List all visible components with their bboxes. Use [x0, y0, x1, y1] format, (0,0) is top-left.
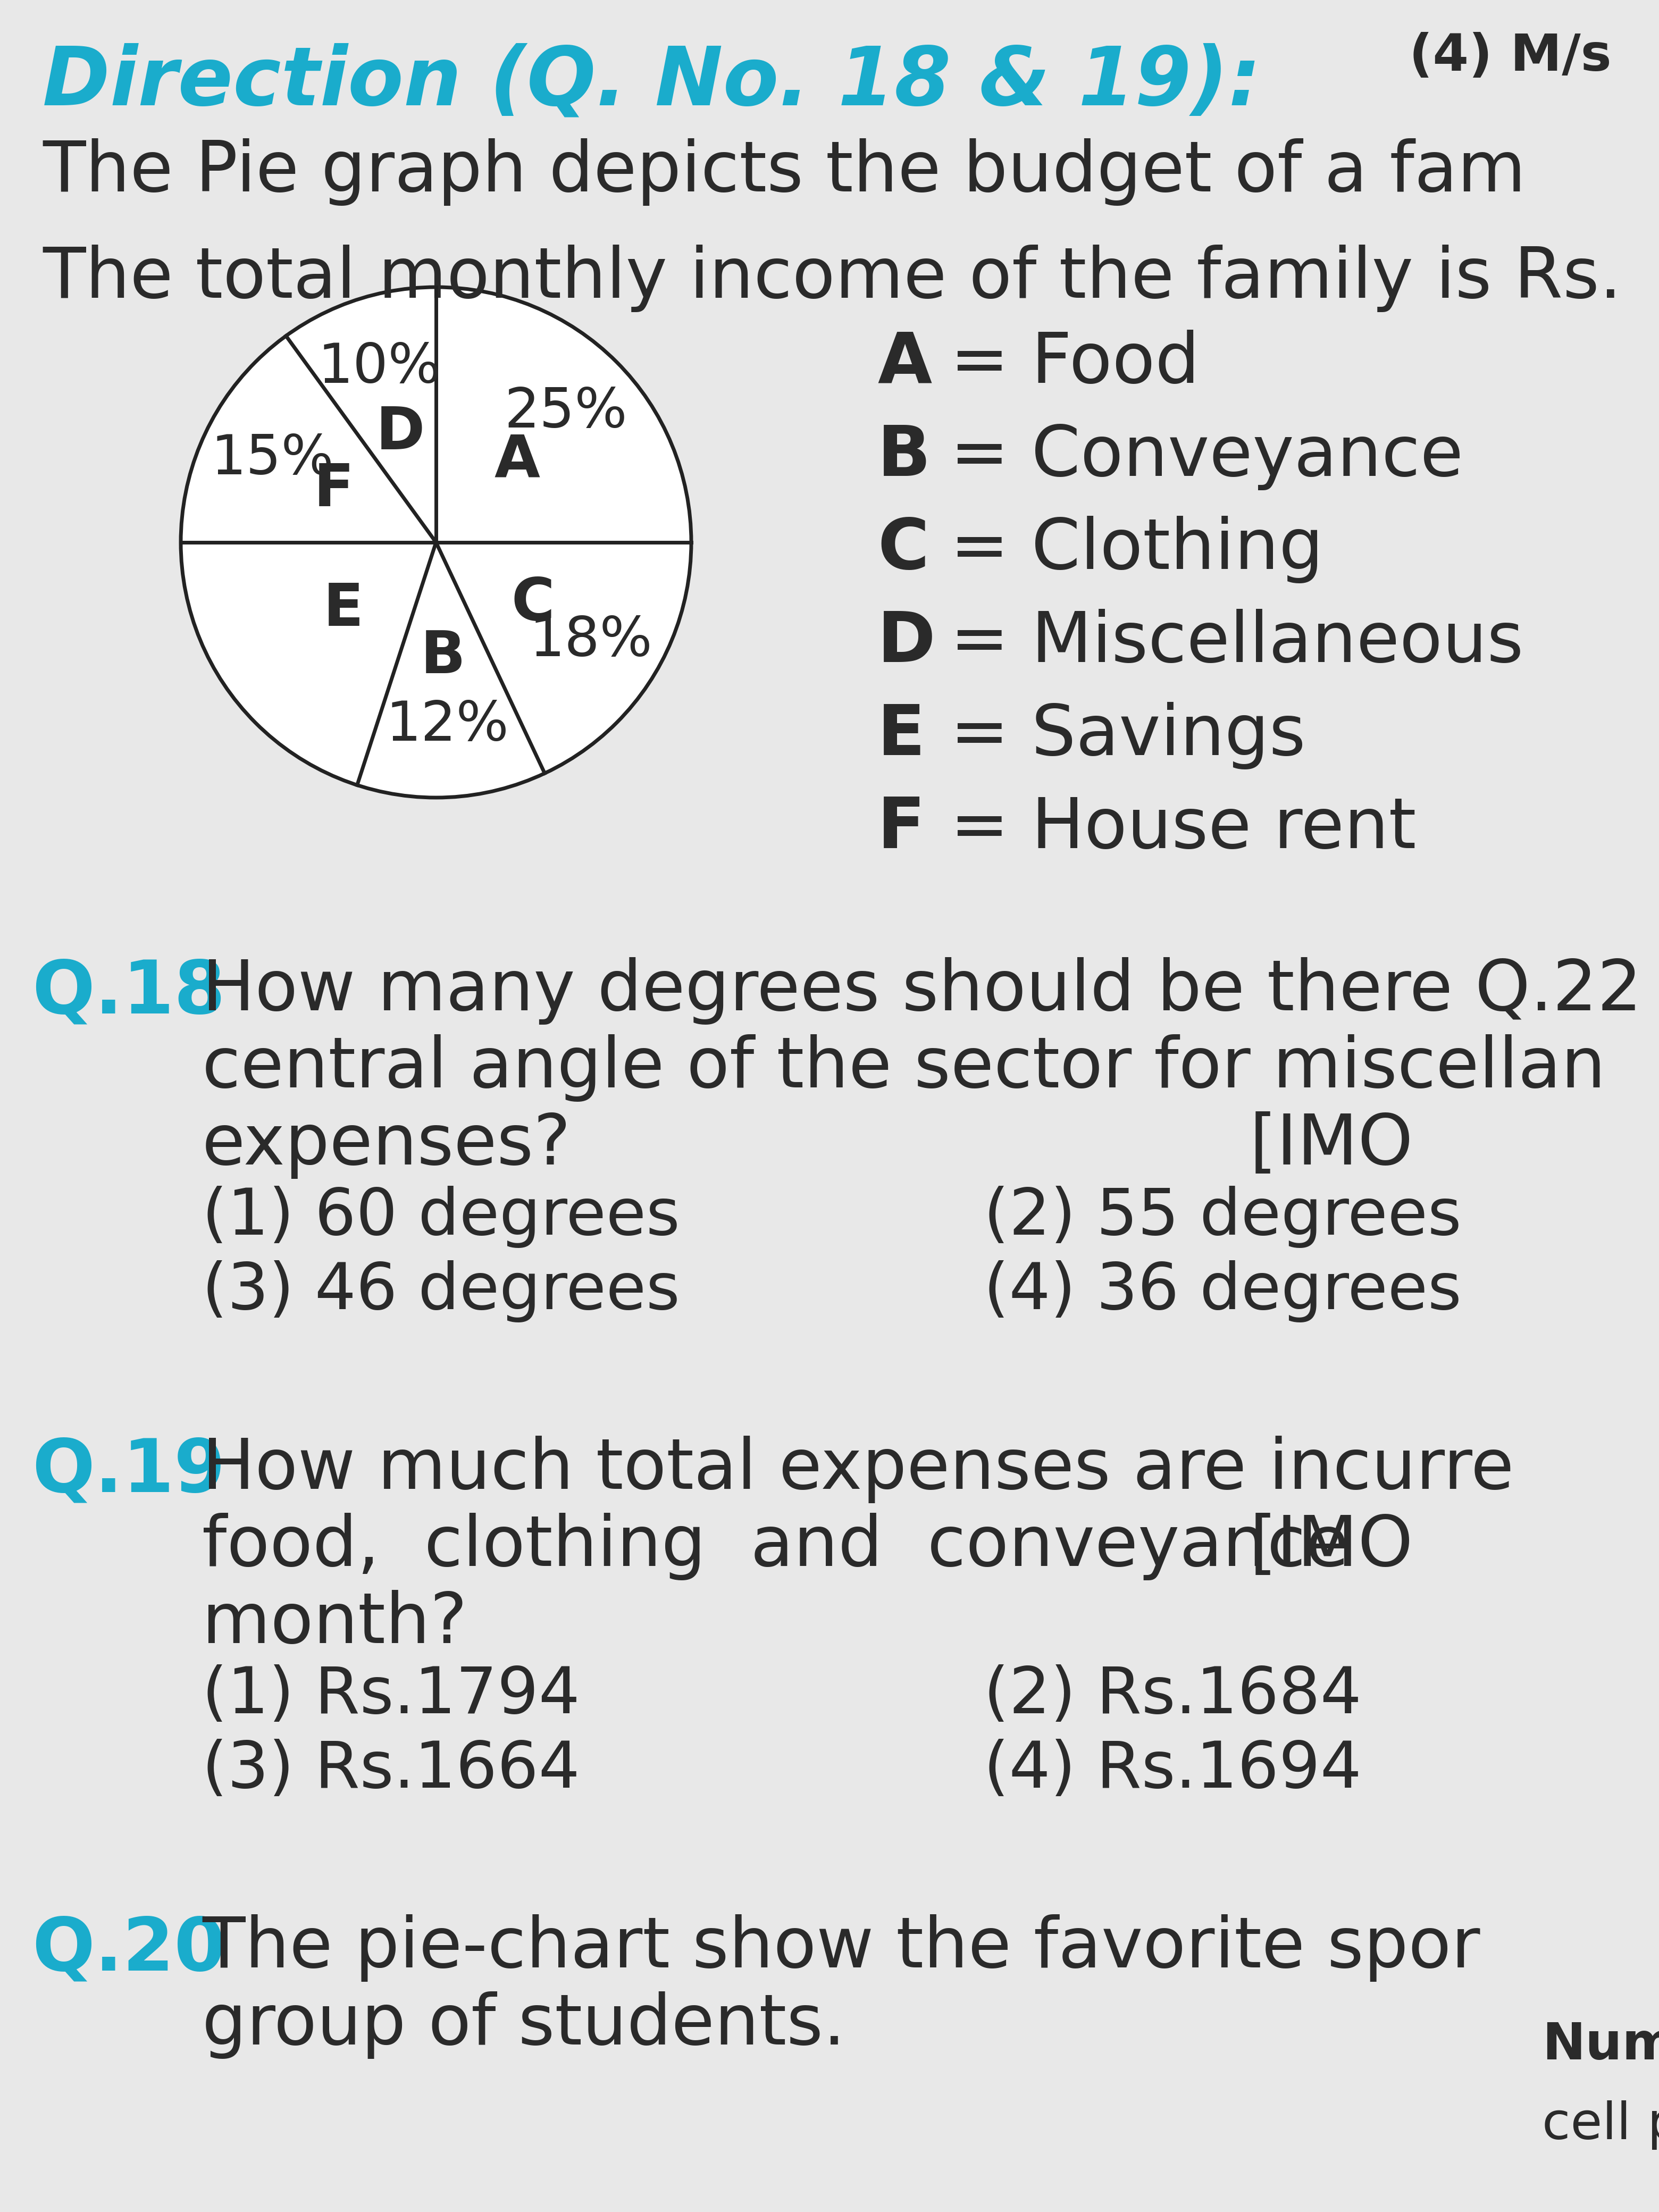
Text: [IMO: [IMO: [1249, 1110, 1413, 1179]
Text: B: B: [878, 422, 931, 491]
Text: A: A: [878, 330, 932, 398]
Text: central angle of the sector for miscellan: central angle of the sector for miscella…: [202, 1035, 1606, 1102]
Text: C: C: [511, 575, 554, 633]
Text: C: C: [878, 515, 929, 584]
Text: (4) 36 degrees: (4) 36 degrees: [984, 1261, 1462, 1323]
Text: The pie-chart show the favorite spor: The pie-chart show the favorite spor: [202, 1913, 1480, 1982]
Text: Q.18: Q.18: [32, 958, 226, 1029]
Text: 15%: 15%: [211, 431, 333, 487]
Text: month?: month?: [202, 1590, 468, 1657]
Text: = Conveyance: = Conveyance: [927, 422, 1463, 491]
Text: B: B: [421, 628, 466, 686]
Text: How many degrees should be there Q.22: How many degrees should be there Q.22: [202, 958, 1642, 1024]
Text: The Pie graph depicts the budget of a fam: The Pie graph depicts the budget of a fa…: [43, 137, 1526, 206]
Text: cell p: cell p: [1541, 2101, 1659, 2150]
Text: A: A: [494, 434, 541, 489]
Text: = Miscellaneous: = Miscellaneous: [927, 608, 1523, 677]
Text: D: D: [377, 405, 425, 462]
Text: Q.20: Q.20: [32, 1913, 226, 1986]
Text: How much total expenses are incurre: How much total expenses are incurre: [202, 1436, 1515, 1504]
Text: = Food: = Food: [927, 330, 1199, 398]
Text: (1) Rs.1794: (1) Rs.1794: [202, 1663, 581, 1728]
Text: (4) M/s: (4) M/s: [1408, 31, 1611, 82]
Text: F: F: [878, 794, 926, 863]
Text: (2) 55 degrees: (2) 55 degrees: [984, 1186, 1462, 1248]
Text: E: E: [878, 701, 926, 770]
Text: food,  clothing  and  conveyance: food, clothing and conveyance: [202, 1513, 1349, 1579]
Text: (3) Rs.1664: (3) Rs.1664: [202, 1739, 581, 1801]
Text: D: D: [878, 608, 936, 677]
Text: (2) Rs.1684: (2) Rs.1684: [984, 1663, 1362, 1728]
Text: Direction (Q. No. 18 & 19):: Direction (Q. No. 18 & 19):: [43, 42, 1261, 122]
Text: (3) 46 degrees: (3) 46 degrees: [202, 1261, 680, 1323]
Text: [IMO: [IMO: [1249, 1513, 1413, 1579]
Text: Q.19: Q.19: [32, 1436, 226, 1506]
Text: group of students.: group of students.: [202, 1991, 846, 2059]
Text: = House rent: = House rent: [927, 794, 1417, 863]
Text: 18%: 18%: [529, 615, 652, 668]
Text: = Clothing: = Clothing: [927, 515, 1324, 584]
Text: E: E: [324, 582, 363, 639]
Text: 10%: 10%: [317, 341, 441, 394]
Circle shape: [181, 288, 692, 799]
Text: 25%: 25%: [504, 385, 627, 440]
Text: Num: Num: [1541, 2020, 1659, 2070]
Text: The total monthly income of the family is Rs.: The total monthly income of the family i…: [43, 246, 1623, 312]
Text: expenses?: expenses?: [202, 1110, 571, 1179]
Text: (1) 60 degrees: (1) 60 degrees: [202, 1186, 680, 1248]
Text: = Savings: = Savings: [927, 701, 1306, 770]
Text: F: F: [314, 462, 353, 518]
Text: (4) Rs.1694: (4) Rs.1694: [984, 1739, 1362, 1801]
Text: 12%: 12%: [387, 699, 509, 752]
